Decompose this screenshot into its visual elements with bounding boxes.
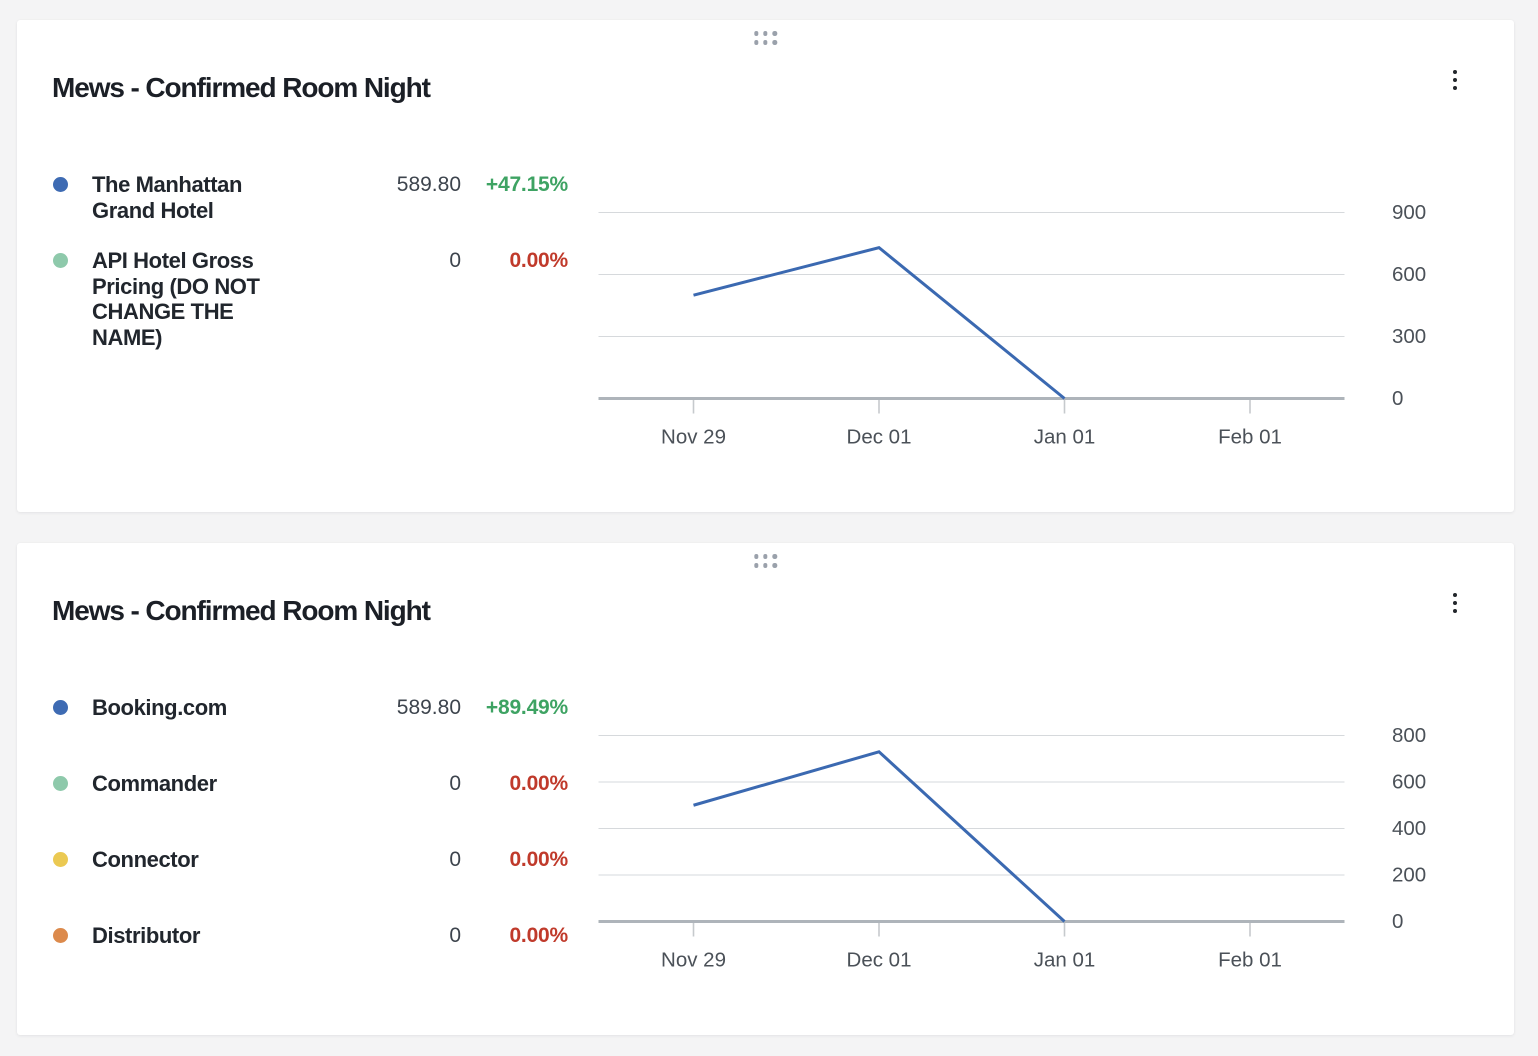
y-axis-tick-label: 600 <box>1392 771 1426 794</box>
drag-dot <box>763 31 768 36</box>
x-axis-tick-label: Nov 29 <box>661 949 726 972</box>
legend-series-value: 0 <box>449 249 461 272</box>
legend-series-dot <box>53 177 68 192</box>
legend-item: Distributor 0 0.00% <box>52 923 568 999</box>
x-axis-tick-label: Feb 01 <box>1218 426 1282 449</box>
legend-series-label: The Manhattan Grand Hotel <box>92 172 243 223</box>
drag-dot <box>763 554 768 559</box>
drag-dot <box>772 31 778 36</box>
series-line <box>693 245 1066 400</box>
widget-title: Mews - Confirmed Room Night <box>52 595 431 626</box>
legend-series-change: 0.00% <box>509 249 568 272</box>
drag-dot <box>772 40 778 45</box>
legend-series-change: 0.00% <box>509 772 568 795</box>
y-axis-tick-label: 800 <box>1392 724 1426 747</box>
legend-series-value: 589.80 <box>396 173 461 196</box>
legend-item: The Manhattan Grand Hotel 589.80 +47.15% <box>52 172 568 248</box>
y-axis-tick-label: 300 <box>1392 325 1426 348</box>
series-line <box>693 750 1066 923</box>
kebab-dot <box>1453 86 1457 91</box>
legend-item: API Hotel Gross Pricing (DO NOT CHANGE T… <box>52 248 568 350</box>
widget-menu-button[interactable] <box>1441 589 1469 617</box>
drag-dot <box>753 40 759 45</box>
kebab-dot <box>1453 601 1457 605</box>
legend-series-change: 0.00% <box>509 924 568 947</box>
legend-series-value: 0 <box>449 848 461 871</box>
legend-series-dot <box>53 253 68 268</box>
legend-series-label: Connector <box>92 847 199 872</box>
y-axis-tick-label: 900 <box>1392 201 1426 224</box>
widget-card-room-night-by-hotel: Mews - Confirmed Room Night The Manhatta… <box>17 20 1514 512</box>
legend-series-change: +47.15% <box>485 173 568 196</box>
legend-series-dot <box>53 776 68 791</box>
drag-dot <box>753 554 759 559</box>
legend-series-change: +89.49% <box>485 696 568 719</box>
drag-dot <box>753 31 759 36</box>
legend-series-dot <box>53 928 68 943</box>
legend-series-dot <box>53 700 68 715</box>
drag-dot <box>753 563 759 568</box>
x-axis-tick-label: Feb 01 <box>1218 949 1282 972</box>
legend-item: Commander 0 0.00% <box>52 771 568 847</box>
legend-series-value: 589.80 <box>396 696 461 719</box>
y-axis-tick-label: 400 <box>1392 817 1426 840</box>
y-axis-tick-label: 0 <box>1392 387 1403 410</box>
widget-card-room-night-by-channel: Mews - Confirmed Room Night Booking.com 5… <box>17 543 1514 1035</box>
drag-dot <box>772 554 778 559</box>
legend-series-label: Distributor <box>92 923 201 948</box>
legend-series-label: API Hotel Gross Pricing (DO NOT CHANGE T… <box>92 248 260 350</box>
legend-series-value: 0 <box>449 772 461 795</box>
legend-item: Booking.com 589.80 +89.49% <box>52 695 568 771</box>
y-axis-tick-label: 0 <box>1392 910 1403 933</box>
x-axis-tick-label: Nov 29 <box>661 426 726 449</box>
y-axis-tick-label: 200 <box>1392 864 1426 887</box>
y-axis-tick-label: 600 <box>1392 263 1426 286</box>
drag-dot <box>772 563 778 568</box>
x-axis-tick-label: Jan 01 <box>1034 426 1096 449</box>
legend-series-label: Booking.com <box>92 695 227 720</box>
legend-series-change: 0.00% <box>509 848 568 871</box>
kebab-dot <box>1453 69 1457 74</box>
legend-series-dot <box>53 852 68 867</box>
x-axis-tick-label: Dec 01 <box>847 426 912 449</box>
widget-menu-button[interactable] <box>1441 66 1469 94</box>
x-axis-tick-label: Dec 01 <box>847 949 912 972</box>
drag-handle-dots-icon[interactable] <box>752 552 779 570</box>
kebab-dot <box>1453 609 1457 614</box>
legend-series-label: Commander <box>92 771 217 796</box>
drag-dot <box>763 40 768 45</box>
kebab-dot <box>1453 592 1457 597</box>
widget-title: Mews - Confirmed Room Night <box>52 72 431 103</box>
legend-series-value: 0 <box>449 924 461 947</box>
drag-handle-dots-icon[interactable] <box>752 29 779 47</box>
kebab-dot <box>1453 78 1457 82</box>
legend-item: Connector 0 0.00% <box>52 847 568 923</box>
x-axis-tick-label: Jan 01 <box>1034 949 1096 972</box>
drag-dot <box>763 563 768 568</box>
